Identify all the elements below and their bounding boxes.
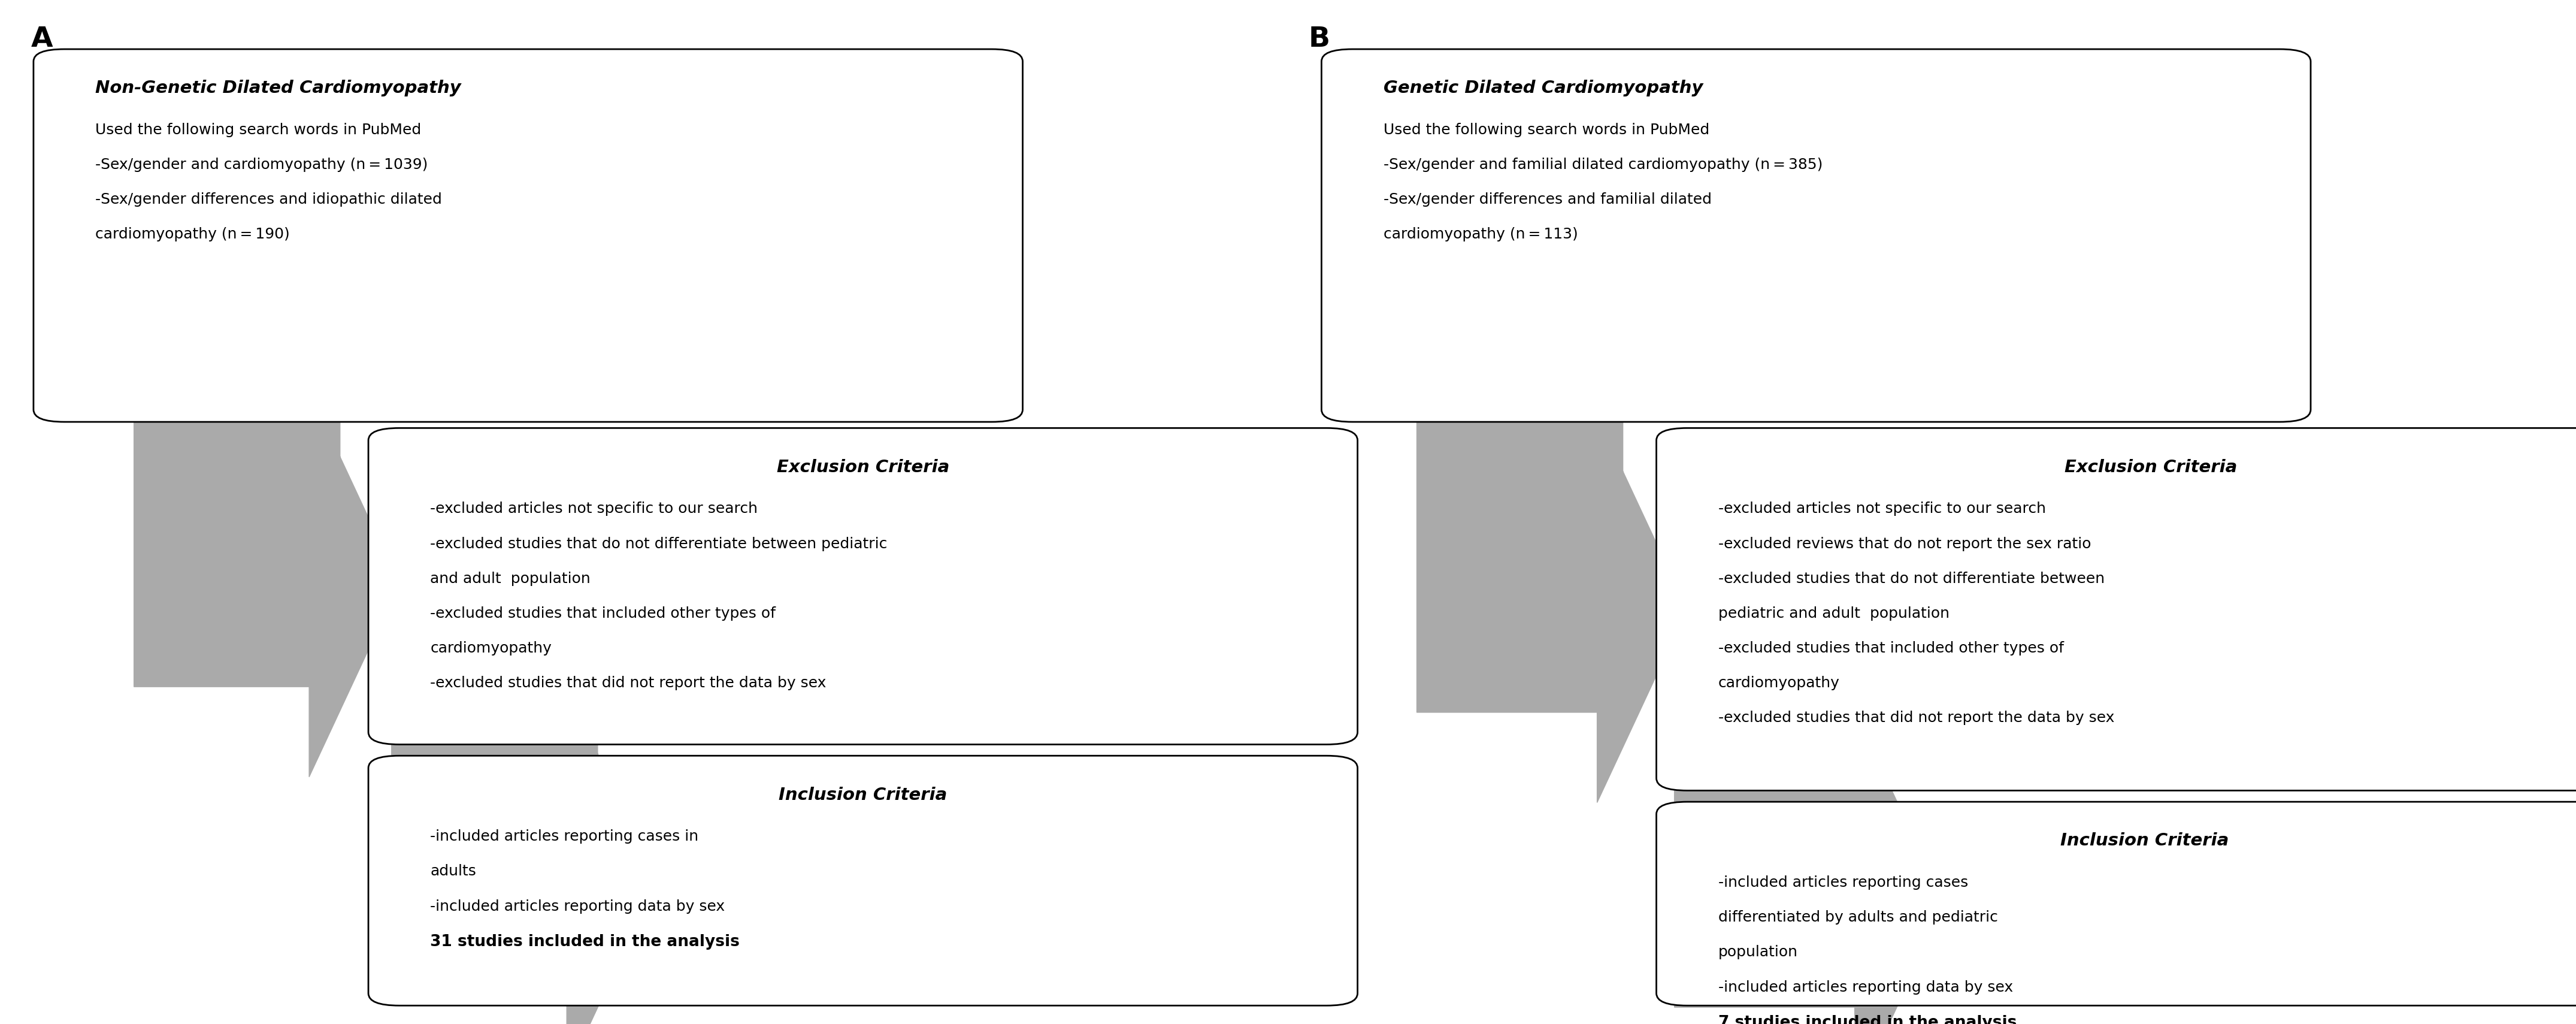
Text: -excluded studies that did not report the data by sex: -excluded studies that did not report th…: [1718, 711, 2115, 725]
Text: pediatric and adult  population: pediatric and adult population: [1718, 606, 1950, 621]
FancyBboxPatch shape: [1321, 49, 2311, 422]
Text: Inclusion Criteria: Inclusion Criteria: [2061, 833, 2228, 849]
Text: and adult  population: and adult population: [430, 571, 590, 586]
Text: -Sex/gender and cardiomyopathy (n = 1039): -Sex/gender and cardiomyopathy (n = 1039…: [95, 158, 428, 172]
Text: cardiomyopathy (n = 190): cardiomyopathy (n = 190): [95, 227, 291, 242]
Text: A: A: [31, 26, 54, 52]
Text: 31 studies included in the analysis: 31 studies included in the analysis: [430, 934, 739, 949]
Text: -excluded studies that did not report the data by sex: -excluded studies that did not report th…: [430, 676, 827, 690]
Text: cardiomyopathy: cardiomyopathy: [1718, 676, 1839, 690]
Text: population: population: [1718, 945, 1798, 959]
Text: Inclusion Criteria: Inclusion Criteria: [778, 786, 948, 803]
Text: -Sex/gender and familial dilated cardiomyopathy (n = 385): -Sex/gender and familial dilated cardiom…: [1383, 158, 1824, 172]
Text: Used the following search words in PubMed: Used the following search words in PubMe…: [1383, 123, 1710, 137]
FancyBboxPatch shape: [1656, 802, 2576, 1006]
Text: -excluded studies that do not differentiate between: -excluded studies that do not differenti…: [1718, 571, 2105, 586]
Text: -included articles reporting data by sex: -included articles reporting data by sex: [1718, 980, 2012, 994]
Polygon shape: [1417, 410, 1687, 803]
Text: -excluded reviews that do not report the sex ratio: -excluded reviews that do not report the…: [1718, 537, 2092, 551]
Text: 7 studies included in the analysis: 7 studies included in the analysis: [1718, 1015, 2017, 1024]
Text: -included articles reporting cases: -included articles reporting cases: [1718, 876, 1968, 890]
Text: B: B: [1309, 26, 1329, 52]
Text: -excluded articles not specific to our search: -excluded articles not specific to our s…: [1718, 502, 2045, 516]
Text: cardiomyopathy (n = 113): cardiomyopathy (n = 113): [1383, 227, 1579, 242]
Text: Used the following search words in PubMed: Used the following search words in PubMe…: [95, 123, 422, 137]
Text: Non-Genetic Dilated Cardiomyopathy: Non-Genetic Dilated Cardiomyopathy: [95, 80, 461, 96]
Polygon shape: [1674, 711, 1945, 1024]
Text: Genetic Dilated Cardiomyopathy: Genetic Dilated Cardiomyopathy: [1383, 80, 1703, 96]
Text: -Sex/gender differences and idiopathic dilated: -Sex/gender differences and idiopathic d…: [95, 193, 443, 207]
Polygon shape: [134, 390, 399, 777]
Text: -included articles reporting data by sex: -included articles reporting data by sex: [430, 899, 724, 913]
FancyBboxPatch shape: [368, 756, 1358, 1006]
Text: -excluded studies that do not differentiate between pediatric: -excluded studies that do not differenti…: [430, 537, 886, 551]
Text: -Sex/gender differences and familial dilated: -Sex/gender differences and familial dil…: [1383, 193, 1710, 207]
Text: -included articles reporting cases in: -included articles reporting cases in: [430, 829, 698, 844]
Text: differentiated by adults and pediatric: differentiated by adults and pediatric: [1718, 910, 1999, 925]
Text: Exclusion Criteria: Exclusion Criteria: [2063, 459, 2239, 475]
Text: Exclusion Criteria: Exclusion Criteria: [775, 459, 951, 475]
Text: cardiomyopathy: cardiomyopathy: [430, 641, 551, 655]
Text: adults: adults: [430, 864, 477, 879]
Polygon shape: [392, 687, 657, 1024]
Text: -excluded studies that included other types of: -excluded studies that included other ty…: [1718, 641, 2063, 655]
FancyBboxPatch shape: [1656, 428, 2576, 791]
Text: -excluded studies that included other types of: -excluded studies that included other ty…: [430, 606, 775, 621]
FancyBboxPatch shape: [33, 49, 1023, 422]
Text: -excluded articles not specific to our search: -excluded articles not specific to our s…: [430, 502, 757, 516]
FancyBboxPatch shape: [368, 428, 1358, 744]
